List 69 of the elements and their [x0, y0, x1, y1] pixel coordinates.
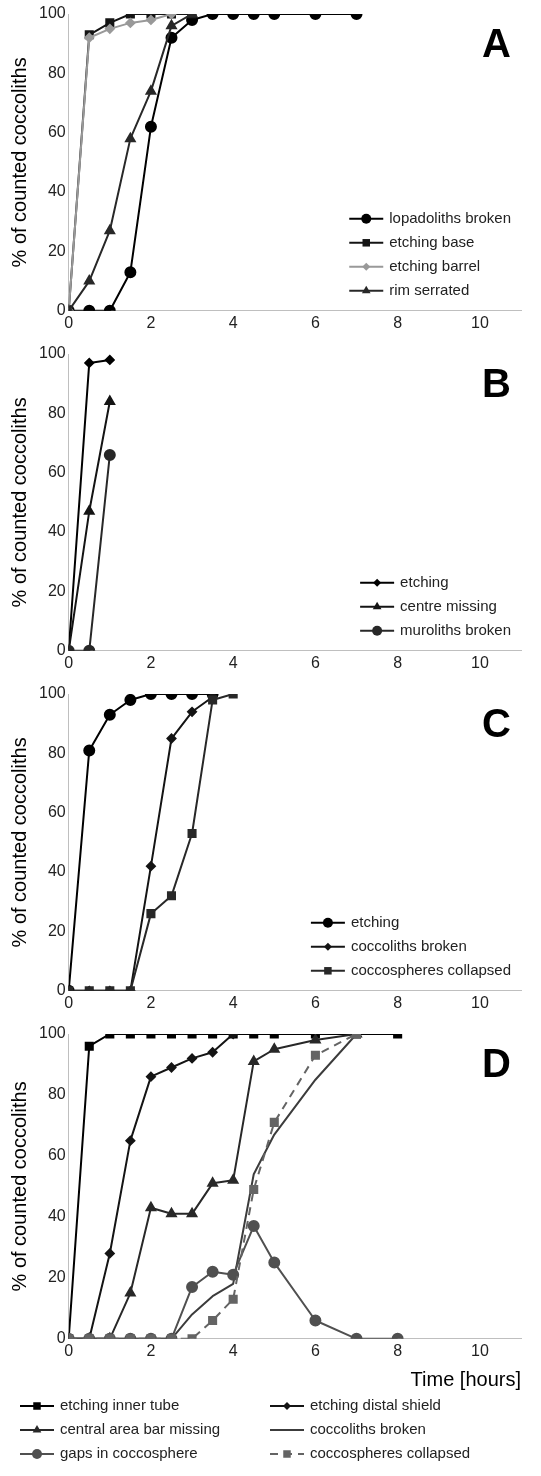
x-tick-label: 10 [470, 653, 489, 671]
legend-label: central area bar missing [60, 1420, 221, 1438]
y-axis-title: % of counted coccoliths [7, 57, 30, 268]
y-tick-label: 0 [56, 1329, 66, 1347]
x-tick-label: 10 [470, 1341, 489, 1359]
x-tick-label: 4 [228, 1341, 238, 1359]
y-tick-label: 0 [56, 301, 66, 319]
y-tick-label: 0 [56, 641, 66, 659]
legend-label: etching distal shield [310, 1396, 441, 1414]
y-tick-label: 40 [47, 182, 66, 200]
y-tick-label: 80 [47, 403, 66, 421]
x-tick-label: 4 [228, 313, 238, 331]
x-tick-label: 8 [393, 313, 403, 331]
y-tick-label: 100 [38, 1024, 66, 1042]
y-tick-label: 20 [47, 1268, 66, 1286]
x-tick-label: 4 [228, 993, 238, 1011]
chart-title: B [482, 361, 511, 406]
legend-label: coccoliths broken [350, 936, 467, 954]
chart-title: A [482, 21, 511, 66]
y-tick-label: 60 [47, 803, 66, 821]
x-axis-title: Time [hours] [410, 1367, 521, 1390]
legend-label: etching [350, 912, 400, 930]
y-tick-label: 60 [47, 123, 66, 141]
x-tick-label: 2 [146, 993, 156, 1011]
legend-label: etching base [389, 232, 475, 250]
y-axis-title: % of counted coccoliths [7, 737, 30, 948]
x-tick-label: 8 [393, 1341, 403, 1359]
y-tick-label: 80 [47, 63, 66, 81]
y-tick-label: 40 [47, 522, 66, 540]
x-tick-label: 8 [393, 993, 403, 1011]
y-tick-label: 60 [47, 1146, 66, 1164]
legend-label: etching inner tube [60, 1396, 180, 1414]
y-tick-label: 80 [47, 743, 66, 761]
y-tick-label: 0 [56, 981, 66, 999]
y-tick-label: 20 [47, 581, 66, 599]
y-tick-label: 20 [47, 921, 66, 939]
legend-label: coccospheres collapsed [350, 960, 511, 978]
legend-label: gaps in coccosphere [60, 1444, 198, 1462]
y-tick-label: 40 [47, 1207, 66, 1225]
y-axis-title: % of counted coccoliths [7, 397, 30, 608]
legend-label: centre missing [400, 596, 497, 614]
legend-label: muroliths broken [400, 620, 512, 638]
x-tick-label: 2 [146, 313, 156, 331]
x-tick-label: 2 [146, 653, 156, 671]
y-tick-label: 100 [38, 344, 66, 362]
x-tick-label: 6 [310, 313, 320, 331]
legend-label: lopadoliths broken [389, 208, 512, 226]
y-tick-label: 100 [38, 4, 66, 22]
chart-title: D [482, 1041, 511, 1086]
y-tick-label: 100 [38, 684, 66, 702]
legend-label: etching [400, 572, 449, 590]
y-tick-label: 80 [47, 1085, 66, 1103]
x-tick-label: 6 [310, 993, 320, 1011]
x-tick-label: 8 [393, 653, 403, 671]
y-tick-label: 20 [47, 241, 66, 259]
legend-label: coccospheres collapsed [310, 1444, 471, 1462]
y-tick-label: 60 [47, 463, 66, 481]
chart-title: C [482, 701, 511, 746]
x-tick-label: 10 [470, 313, 489, 331]
legend-label: rim serrated [389, 280, 470, 298]
legend-label: etching barrel [389, 256, 481, 274]
y-axis-title: % of counted coccoliths [7, 1081, 30, 1292]
x-tick-label: 4 [228, 653, 238, 671]
x-tick-label: 2 [146, 1341, 156, 1359]
x-tick-label: 6 [310, 1341, 320, 1359]
x-tick-label: 6 [310, 653, 320, 671]
y-tick-label: 40 [47, 862, 66, 880]
x-tick-label: 10 [470, 993, 489, 1011]
legend-label: coccoliths broken [310, 1420, 426, 1438]
